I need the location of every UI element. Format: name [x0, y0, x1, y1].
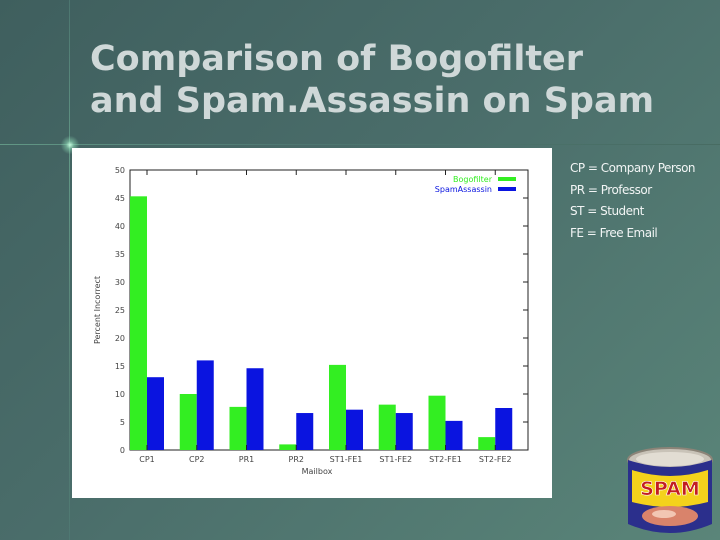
bar-bogofilter: [478, 437, 496, 450]
bar-spamassassin: [346, 409, 363, 450]
y-tick-label: 15: [115, 362, 125, 371]
decorative-vertical-line: [69, 0, 70, 540]
note-company-person: CP = Company Person: [570, 161, 696, 175]
y-tick-label: 30: [115, 278, 125, 287]
bar-bogofilter: [428, 395, 446, 450]
bar-spamassassin: [296, 413, 314, 450]
x-tick-label: PR2: [289, 455, 304, 464]
x-tick-label: PR1: [239, 455, 254, 464]
bar-bogofilter: [279, 444, 297, 450]
note-professor: PR = Professor: [570, 182, 652, 197]
bar-bogofilter: [130, 196, 147, 450]
slide-title: Comparison of Bogofilter and Spam.Assass…: [90, 38, 690, 122]
bar-spamassassin: [246, 368, 264, 450]
x-axis-label: Mailbox: [302, 467, 333, 476]
decorative-horizontal-line: [0, 144, 720, 145]
bar-chart: 0 5 10 15 20 25 30 35 40 45 50 CP1 CP2 PR1 PR2 ST1-FE1 S…: [93, 166, 529, 476]
spam-can-label: SPAM: [640, 478, 699, 500]
bar-bogofilter: [378, 404, 396, 450]
y-tick-label: 45: [115, 194, 125, 203]
x-tick-label: ST1-FE1: [330, 455, 363, 464]
legend-label: SpamAssassin: [435, 185, 492, 194]
spam-can-icon: SPAM: [627, 447, 713, 533]
slide-title-line-2: and Spam.Assassin on Spam: [90, 81, 655, 121]
bar-spamassassin: [495, 408, 513, 450]
x-tick-label: CP2: [189, 455, 205, 464]
bar-bogofilter: [329, 364, 346, 450]
y-tick-label: 20: [115, 334, 125, 343]
y-tick-label: 35: [115, 250, 125, 259]
y-axis-label: Percent Incorrect: [93, 276, 102, 344]
bar-spamassassin: [395, 413, 413, 450]
y-tick-label: 10: [115, 390, 125, 399]
y-tick-label: 0: [120, 446, 125, 455]
x-tick-label: ST2-FE1: [429, 455, 462, 464]
bar-bogofilter: [179, 394, 197, 450]
y-tick-label: 50: [115, 166, 125, 175]
bar-spamassassin: [196, 360, 214, 450]
y-tick-label: 5: [120, 418, 125, 427]
x-tick-label: ST1-FE2: [379, 455, 412, 464]
bar-spamassassin: [445, 420, 463, 450]
legend-swatch: [498, 187, 516, 191]
y-tick-label: 40: [115, 222, 125, 231]
note-student: ST = Student: [570, 204, 644, 218]
bar-bogofilter: [229, 406, 247, 450]
abbreviation-notes: CP = Company Person PR = Professor ST = …: [570, 158, 696, 244]
slide-title-line-1: Comparison of Bogofilter: [90, 39, 584, 79]
x-tick-label: ST2-FE2: [479, 455, 512, 464]
y-tick-label: 25: [115, 306, 125, 315]
note-free-email: FE = Free Email: [570, 225, 658, 240]
x-tick-label: CP1: [139, 455, 155, 464]
legend-swatch: [498, 177, 516, 181]
legend-label: Bogofilter: [453, 175, 493, 184]
bar-spamassassin: [147, 377, 164, 450]
bar-chart-panel: 0 5 10 15 20 25 30 35 40 45 50 CP1 CP2 PR1 PR2 ST1-FE1 S…: [72, 148, 552, 498]
